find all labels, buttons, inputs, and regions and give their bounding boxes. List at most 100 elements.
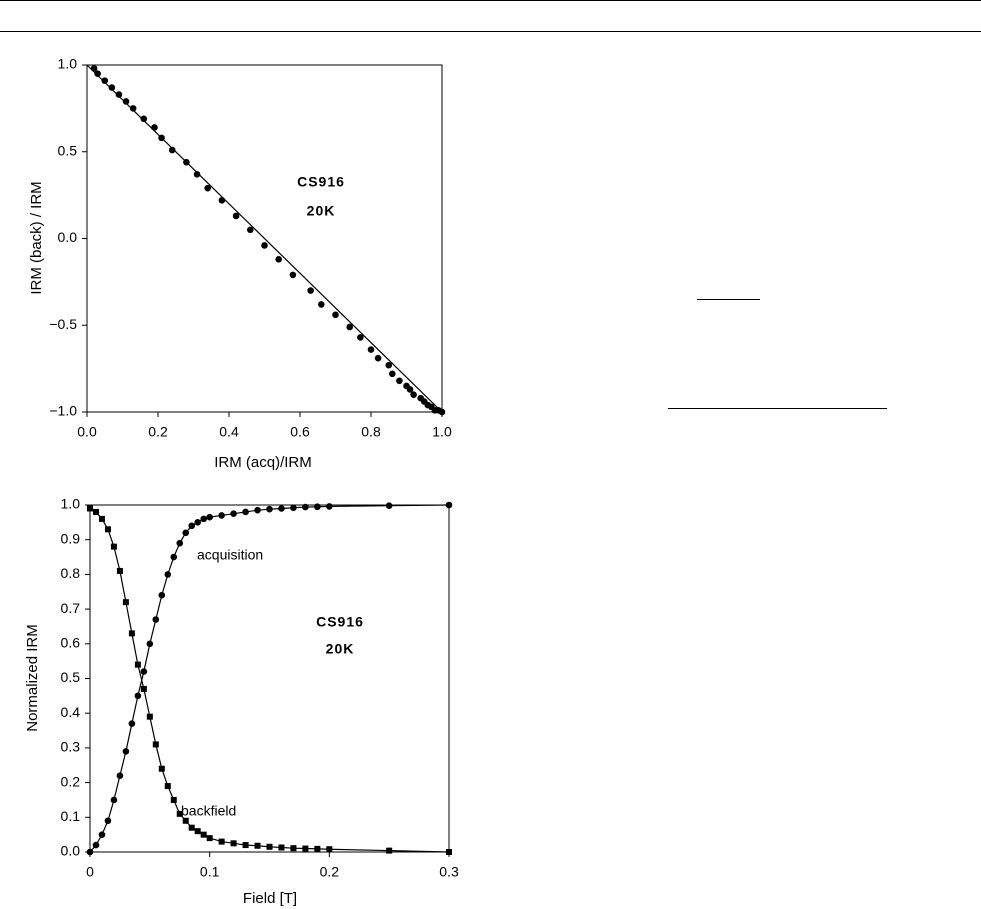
point [232,212,240,220]
point [346,323,354,331]
point [168,146,176,154]
y-axis-label: IRM (back) / IRM [28,181,45,294]
point [194,828,201,835]
point [92,508,99,515]
x-tick-label: 0.3 [439,864,459,880]
point [302,503,309,511]
point [218,838,225,845]
point [194,519,201,526]
x-tick-label: 0.1 [200,864,220,880]
annotation: 20K [307,203,336,219]
series-line [89,504,450,853]
point [140,685,147,692]
point [230,840,237,847]
point [151,124,158,131]
point [367,346,375,353]
point [410,391,417,398]
point [101,77,109,84]
plot-frame [89,504,450,853]
x-axis-label: IRM (acq)/IRM [214,454,312,471]
point [266,843,273,850]
point [332,311,339,319]
y-tick-label: 0.6 [61,635,81,651]
point [254,842,261,849]
y-tick-label: 0.2 [61,773,81,789]
point [164,571,172,578]
point [146,640,154,648]
point [278,505,285,512]
point [247,226,254,234]
point [170,796,177,803]
annotation: backfield [181,803,236,819]
point [92,841,100,849]
annotation: CS916 [316,614,364,630]
point [254,506,261,514]
point [164,783,171,790]
x-tick-label: 0 [86,864,94,880]
y-tick-label: 0.4 [61,704,81,720]
point [176,810,183,817]
point [200,515,207,523]
point [261,242,268,249]
series-line [89,507,450,853]
point [182,817,189,824]
point [86,848,94,856]
y-tick-label: 0.8 [61,565,81,581]
y-tick-label: −0.5 [49,316,77,332]
point [307,287,314,294]
point [152,741,159,748]
y-tick-label: 0.7 [61,600,81,616]
point [134,661,141,668]
point [200,831,207,838]
x-tick-label: 0.8 [361,424,381,440]
point [193,171,201,178]
x-axis-label: Field [T] [243,890,297,907]
point [357,334,364,341]
y-tick-label: 0.0 [58,229,78,245]
point [116,567,123,574]
point [386,847,393,854]
point [230,510,237,517]
point [98,515,105,522]
point [122,599,129,606]
point [94,70,101,77]
point [129,105,137,112]
annotation: 20K [326,641,355,657]
x-tick-label: 1.0 [432,424,452,440]
point [188,824,195,831]
point [188,522,196,530]
point [104,526,111,533]
point [87,505,93,512]
point [140,668,148,675]
point [122,98,130,105]
point [314,845,321,852]
point [158,765,165,772]
series-line [86,64,443,413]
point [326,846,333,853]
point [396,377,403,385]
y-tick-label: 0.9 [61,530,81,546]
point [122,748,130,755]
point [182,529,190,537]
point [98,831,106,838]
point [146,713,153,720]
y-axis-label: Normalized IRM [24,624,41,732]
point [389,370,396,378]
point [318,301,325,308]
point [266,505,273,513]
point [206,835,213,842]
point [104,817,112,825]
x-tick-label: 0.6 [290,424,310,440]
point [115,91,123,98]
y-tick-label: −1.0 [49,403,77,419]
annotation: acquisition [197,547,263,563]
point [446,849,452,855]
y-tick-label: 0.1 [61,808,81,824]
y-tick-label: 0.0 [61,843,81,859]
point [242,508,249,516]
point [242,842,249,849]
point [374,354,382,362]
point [385,361,393,369]
point [275,256,283,263]
